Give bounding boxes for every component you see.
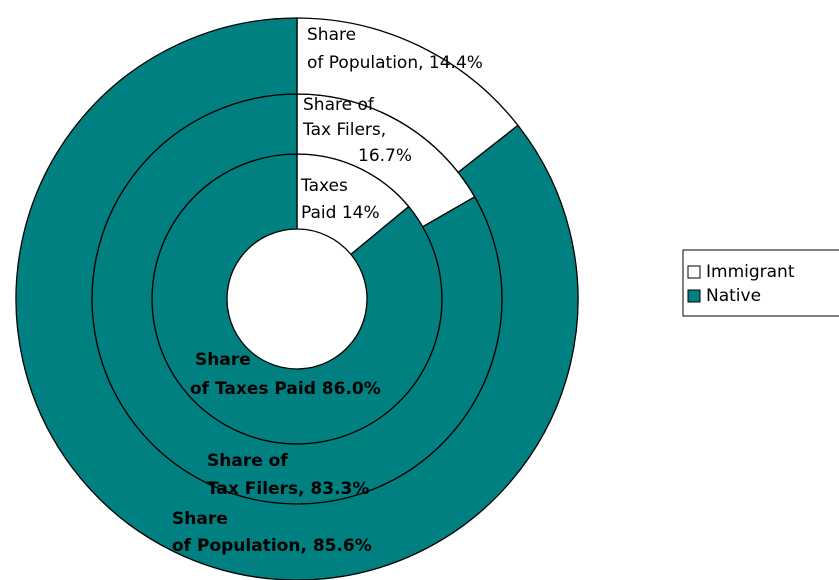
data-label: of Population, 85.6%	[172, 536, 372, 556]
data-label: of Taxes Paid 86.0%	[190, 379, 381, 399]
data-label: Tax Filers,	[302, 120, 386, 140]
data-label: Share of	[303, 95, 375, 115]
data-label: Share	[195, 350, 251, 370]
data-label: Paid 14%	[301, 203, 380, 223]
data-label: Share of	[207, 451, 288, 471]
data-label: Share	[307, 25, 356, 45]
legend-box	[682, 249, 839, 317]
legend-swatch	[687, 265, 701, 279]
legend-swatch	[687, 289, 701, 303]
data-label: Tax Filers, 83.3%	[207, 479, 369, 499]
data-label: 16.7%	[358, 146, 412, 166]
legend-label: Native	[706, 286, 761, 306]
legend-label: Immigrant	[706, 262, 795, 282]
data-label: Share	[172, 509, 228, 529]
ring-sector	[15, 17, 579, 580]
data-label: of Population, 14.4%	[307, 53, 483, 73]
data-label: Taxes	[300, 176, 348, 196]
